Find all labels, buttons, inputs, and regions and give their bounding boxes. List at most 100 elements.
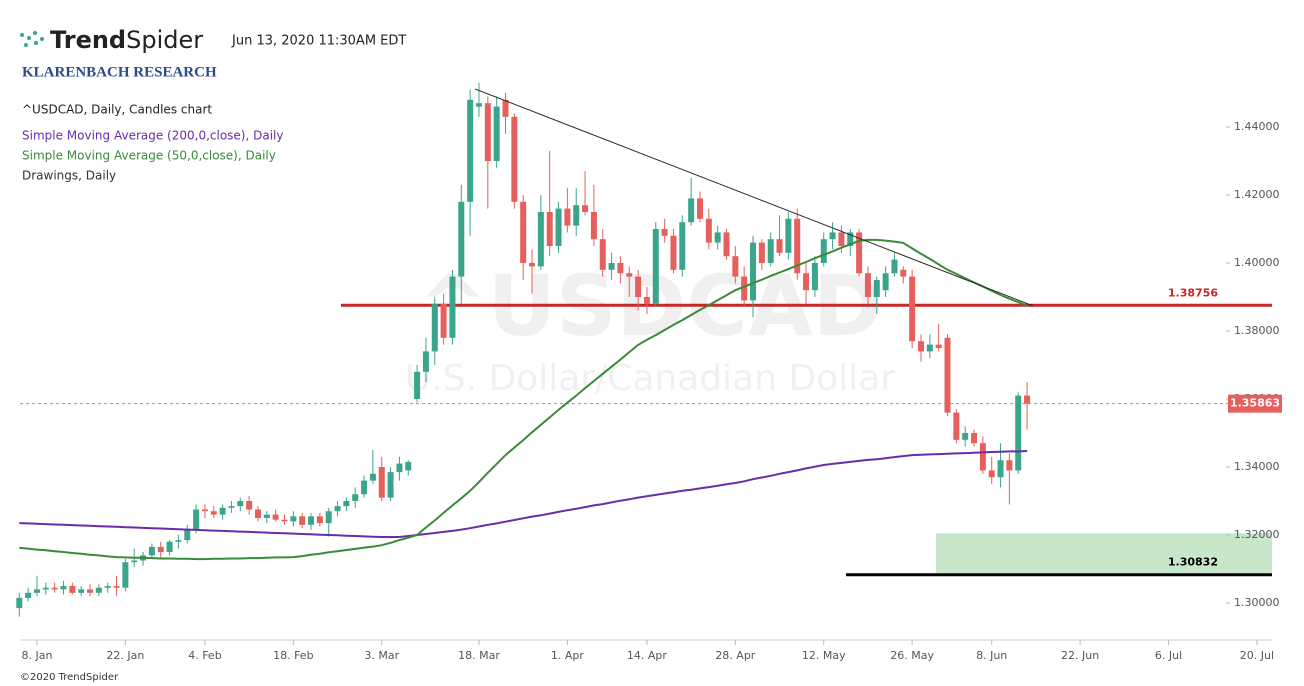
- brand: TrendSpider: [50, 26, 203, 54]
- x-tick-label: 18. Mar: [458, 649, 500, 662]
- legend-entry: Simple Moving Average (200,0,close), Dai…: [22, 129, 283, 143]
- candle-body: [201, 509, 208, 512]
- y-tick-label: 1.44000: [1234, 120, 1280, 133]
- candle-body: [953, 412, 960, 440]
- x-tick-label: 8. Jan: [22, 649, 53, 662]
- candle-body: [891, 259, 898, 274]
- candle-body: [343, 501, 350, 507]
- candle-body: [847, 232, 854, 247]
- candle-body: [900, 269, 907, 277]
- x-tick-label: 3. Mar: [364, 649, 399, 662]
- last-price-box: [1228, 394, 1282, 413]
- candle-body: [652, 229, 659, 304]
- candle-body: [864, 273, 871, 298]
- candle-body: [1006, 460, 1013, 471]
- candle-body: [882, 273, 889, 291]
- candle-body: [467, 99, 474, 202]
- candle-body: [679, 222, 686, 270]
- candle-body: [78, 589, 85, 593]
- candle-body: [104, 586, 111, 588]
- chart-title: ^USDCAD, Daily, Candles chart: [22, 103, 212, 117]
- level-label: 1.30832: [1168, 556, 1218, 569]
- y-tick-label: 1.38000: [1234, 324, 1280, 337]
- candle-body: [42, 587, 49, 590]
- candle-body: [228, 506, 235, 508]
- candle-body: [431, 303, 438, 352]
- candle-body: [475, 103, 482, 107]
- candle-body: [564, 208, 571, 226]
- candle-body: [316, 516, 323, 524]
- candle-body: [873, 280, 880, 298]
- candle-body: [25, 592, 32, 598]
- candle-body: [254, 509, 261, 519]
- candle-body: [617, 263, 624, 274]
- candle-body: [537, 212, 544, 267]
- candle-body: [272, 514, 279, 520]
- candle-body: [714, 232, 721, 243]
- candle-body: [555, 208, 562, 247]
- candle-body: [246, 501, 253, 510]
- candle-body: [626, 273, 633, 277]
- candle-body: [696, 198, 703, 219]
- x-tick-label: 18. Feb: [273, 649, 313, 662]
- legend-entry: Drawings, Daily: [22, 169, 116, 183]
- x-tick-label: 6. Jul: [1155, 649, 1182, 662]
- candle-body: [917, 341, 924, 352]
- brand-bold: Trend: [50, 26, 126, 54]
- candle-body: [573, 205, 580, 226]
- moving-average-line: [19, 450, 1028, 538]
- research-title: KLARENBACH RESEARCH: [22, 64, 217, 80]
- candle-body: [325, 511, 332, 524]
- last-price-label: 1.35863: [1230, 397, 1280, 410]
- x-tick-label: 26. May: [890, 649, 934, 662]
- candle-body: [122, 562, 129, 588]
- candle-body: [210, 511, 217, 515]
- candle-body: [281, 519, 288, 522]
- brand-light: Spider: [126, 26, 203, 54]
- candle-body: [856, 232, 863, 274]
- candle-body: [979, 443, 986, 471]
- candle-body: [405, 461, 412, 471]
- candle-body: [785, 218, 792, 253]
- candle-body: [971, 433, 978, 444]
- candle-body: [175, 540, 182, 542]
- candle-body: [157, 546, 164, 553]
- candle-body: [87, 589, 94, 593]
- x-tick-label: 4. Feb: [188, 649, 221, 662]
- candle-body: [263, 514, 270, 519]
- candle-body: [582, 205, 589, 213]
- candle-body: [608, 263, 615, 270]
- x-tick-label: 20. Jul: [1240, 649, 1274, 662]
- candle-body: [484, 103, 491, 162]
- candle-body: [51, 587, 58, 590]
- watermark-name: U.S. Dollar/Canadian Dollar: [405, 358, 895, 399]
- candle-body: [502, 99, 509, 117]
- candle-body: [529, 263, 536, 267]
- candle-body: [732, 256, 739, 277]
- candle-body: [352, 494, 359, 502]
- y-tick-label: 1.34000: [1234, 460, 1280, 473]
- x-tick-label: 28. Apr: [715, 649, 755, 662]
- candle-body: [811, 263, 818, 291]
- y-tick-label: 1.42000: [1234, 188, 1280, 201]
- y-tick-label: 1.40000: [1234, 256, 1280, 269]
- candle-body: [237, 501, 244, 507]
- candle-body: [741, 276, 748, 301]
- candle-body: [148, 546, 155, 556]
- candle-body: [69, 586, 76, 593]
- candle-body: [635, 276, 642, 298]
- candle-body: [184, 529, 191, 541]
- candle-body: [688, 198, 695, 223]
- candle-body: [776, 239, 783, 253]
- candle-body: [758, 242, 765, 264]
- candle-body: [599, 239, 606, 270]
- x-tick-label: 8. Jun: [976, 649, 1007, 662]
- candle-body: [944, 337, 951, 413]
- candle-body: [361, 480, 368, 495]
- candle-body: [33, 589, 40, 593]
- candle-body: [60, 586, 67, 590]
- x-tick-label: 12. May: [802, 649, 846, 662]
- candle-body: [299, 516, 306, 525]
- candle-body: [997, 460, 1004, 478]
